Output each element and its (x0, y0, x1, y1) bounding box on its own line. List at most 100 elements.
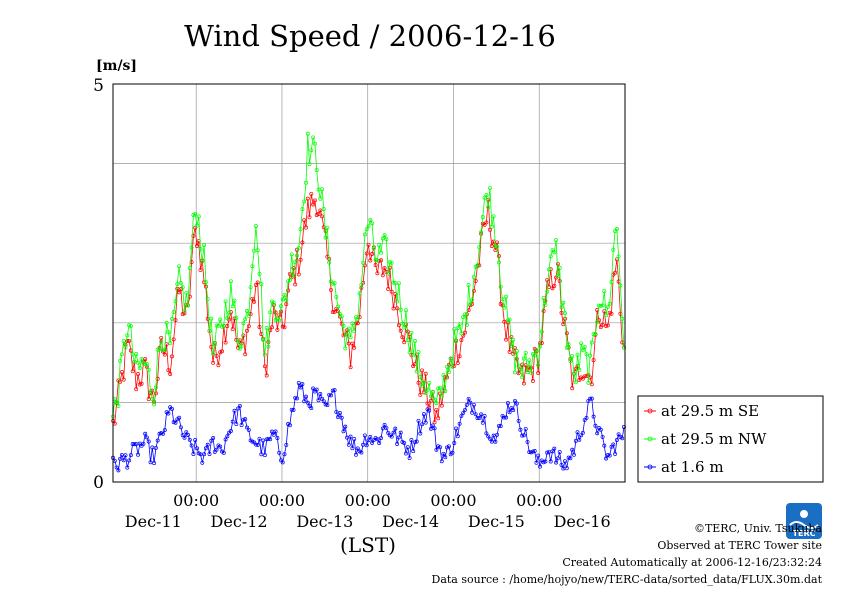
series-point (118, 379, 123, 384)
series-point (282, 452, 287, 457)
series-point (566, 342, 571, 347)
series-point (511, 337, 516, 342)
series-point (191, 452, 196, 456)
series-point (613, 270, 618, 275)
series-point (416, 350, 421, 355)
series-point (255, 443, 260, 447)
logo-text: TERC (793, 529, 816, 538)
series-point (459, 413, 464, 418)
series-point (563, 459, 567, 464)
series-point (407, 350, 412, 355)
series-point (250, 296, 255, 301)
series-point (620, 316, 625, 321)
series-point (268, 328, 273, 333)
series-point (246, 324, 251, 329)
series-point (146, 439, 151, 444)
series-point (246, 313, 251, 318)
series-point (228, 279, 233, 284)
series-point (539, 329, 544, 334)
series-point (114, 465, 119, 470)
series-point (398, 328, 403, 333)
series-point (434, 407, 439, 412)
series-point (262, 453, 267, 458)
series-point (291, 266, 296, 271)
series-point (380, 273, 385, 278)
series-point (225, 316, 230, 321)
series-point (368, 435, 373, 439)
series-point (532, 449, 537, 453)
series-point (309, 148, 314, 153)
series-point (516, 371, 521, 376)
series-point (202, 243, 207, 247)
series-point (128, 324, 133, 329)
series-point (491, 214, 496, 219)
series-point (146, 397, 151, 401)
series-point (300, 240, 305, 245)
series-point (489, 244, 494, 248)
series-line (112, 382, 625, 472)
series-point (572, 371, 576, 376)
series-point (243, 417, 248, 422)
series-point (439, 403, 444, 408)
series-point (479, 412, 484, 417)
series-point (132, 442, 137, 447)
series-point (164, 320, 169, 325)
legend-label: at 29.5 m SE (661, 402, 759, 420)
series-point (321, 207, 326, 211)
series-point (584, 415, 589, 420)
series-point (604, 324, 609, 328)
series-point (123, 453, 128, 458)
series-point (552, 284, 557, 288)
series-point (298, 257, 303, 262)
series-point (445, 375, 450, 380)
series-point (270, 325, 274, 330)
series-point (332, 388, 337, 393)
series-point (300, 207, 305, 212)
series-point (466, 396, 471, 401)
series-point (414, 369, 419, 374)
series-point (161, 348, 165, 353)
series-point (170, 406, 174, 411)
series-point (364, 227, 369, 232)
series-point (418, 392, 423, 397)
logo-shape (786, 503, 822, 539)
series-point (346, 442, 351, 447)
series-point (130, 369, 135, 374)
series-point (423, 420, 428, 425)
series-point (320, 187, 324, 192)
series-point (143, 357, 148, 362)
series-point (218, 317, 223, 322)
series-point (379, 258, 383, 263)
series-point (398, 307, 403, 312)
series-point (302, 199, 307, 204)
series-point (286, 288, 291, 293)
series-point (420, 383, 425, 388)
series-point (366, 224, 371, 229)
series-point (307, 162, 312, 167)
series-point (561, 300, 566, 305)
series-point (282, 325, 287, 330)
series-point (593, 423, 598, 428)
series-point (279, 309, 283, 314)
series-point (184, 290, 189, 295)
series-point (436, 416, 441, 421)
series-point (250, 264, 255, 269)
series-point (245, 328, 249, 333)
series-point (136, 452, 140, 457)
series-point (148, 460, 153, 465)
series-point (575, 430, 580, 435)
series-point (396, 323, 401, 328)
series-point (295, 396, 299, 401)
series-point (393, 292, 398, 297)
series-point (125, 465, 130, 470)
series-point (218, 444, 223, 449)
series-point (504, 415, 509, 420)
series-point (312, 141, 317, 146)
series-point (377, 441, 382, 445)
series-point (457, 322, 462, 327)
series-point (613, 451, 618, 456)
series-point (289, 407, 294, 412)
series-point (318, 196, 323, 201)
series-point (211, 436, 216, 440)
